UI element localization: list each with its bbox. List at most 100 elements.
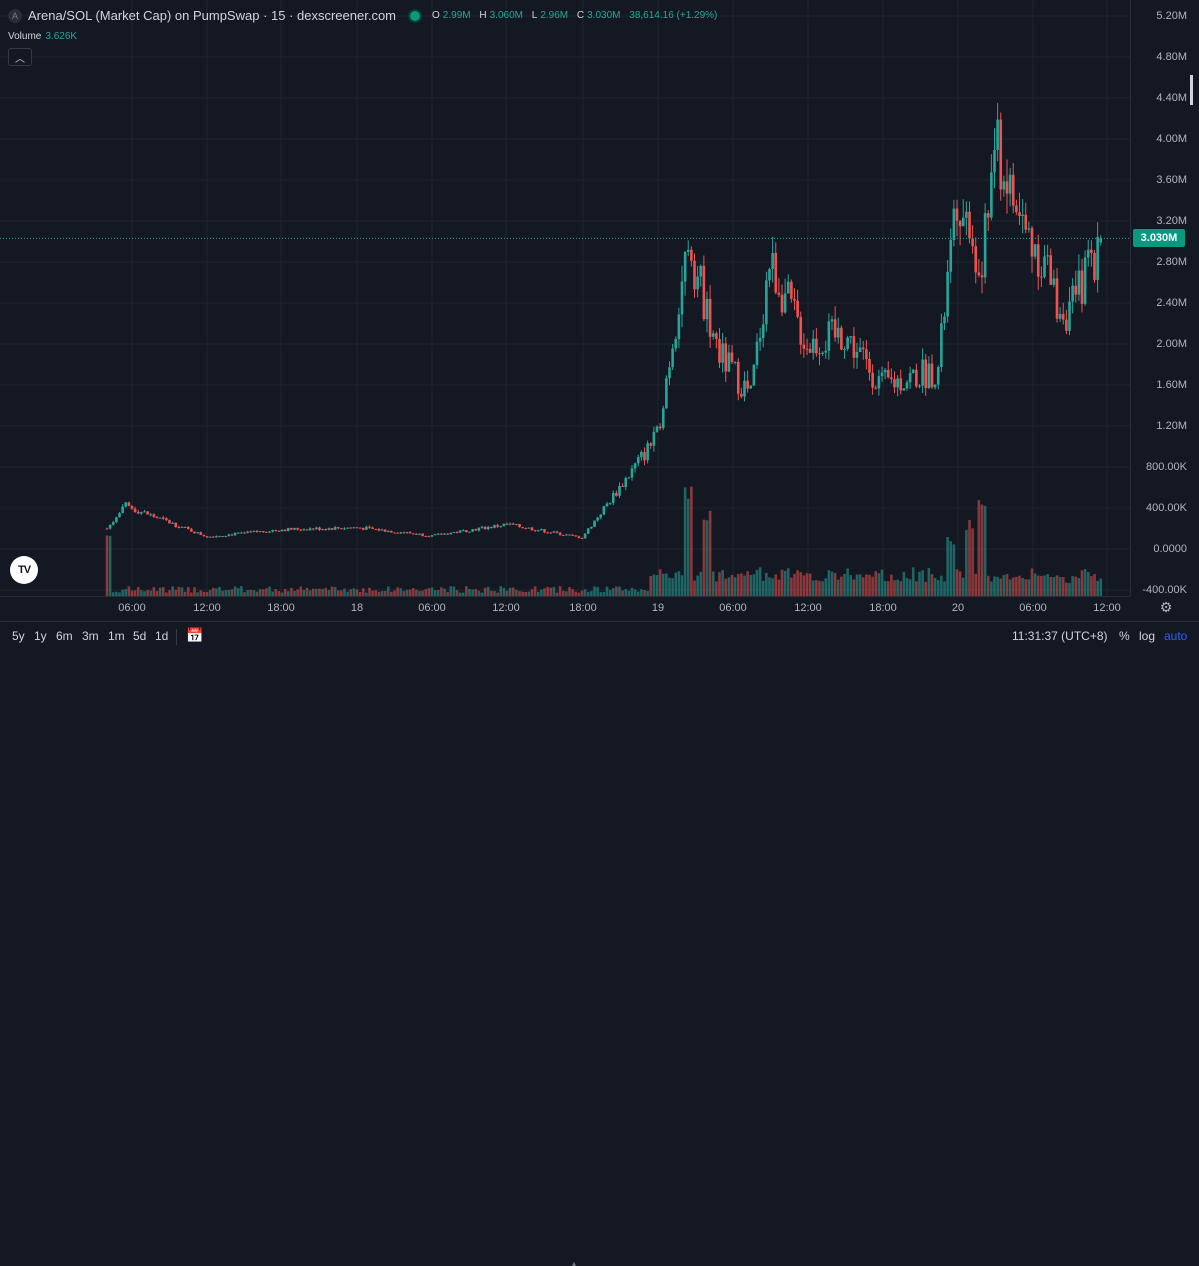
volume-bar (183, 591, 187, 596)
volume-bar (990, 581, 993, 596)
candle-body (668, 367, 671, 379)
candle-body (221, 536, 224, 538)
candle-body (558, 532, 562, 535)
candle-body (261, 531, 265, 533)
volume-bar (699, 571, 703, 596)
volume-bar (243, 592, 246, 596)
candle-body (290, 527, 293, 530)
candle-body (283, 529, 287, 531)
candle-body (740, 393, 743, 397)
volume-bar (952, 544, 956, 596)
candle-body (911, 369, 915, 374)
chart-pane[interactable] (0, 0, 1130, 596)
candle-body (855, 351, 859, 358)
candle-body (1090, 249, 1093, 254)
range-button-5d[interactable]: 5d (133, 629, 147, 643)
volume-bar (846, 568, 849, 596)
price-tick-label: 1.20M (1156, 420, 1187, 432)
volume-bar (458, 592, 462, 596)
range-button-1m[interactable]: 1m (108, 629, 125, 643)
candle-body (830, 319, 834, 322)
volume-bar (258, 589, 262, 596)
candle-body (499, 526, 503, 528)
time-tick-label: 06:00 (1019, 602, 1047, 614)
candle-body (358, 527, 362, 529)
volume-bar (515, 589, 518, 596)
volume-bar (1086, 572, 1090, 596)
volume-bar (621, 590, 624, 596)
candle-body (693, 260, 696, 290)
volume-bar (852, 579, 856, 596)
volume-bar (290, 587, 293, 596)
volume-bar (536, 591, 540, 596)
candle-body (508, 523, 512, 525)
candle-body (299, 529, 303, 531)
volume-bar (280, 592, 284, 596)
candle-body (971, 238, 974, 247)
volume-bar (799, 572, 803, 596)
tradingview-logo-icon[interactable]: TV (10, 556, 38, 584)
clock[interactable]: 11:31:37 (UTC+8) (1012, 629, 1108, 643)
calendar-icon[interactable]: 📅 (186, 627, 204, 643)
candle-body (227, 534, 231, 537)
candle-body (486, 526, 490, 530)
range-button-6m[interactable]: 6m (56, 629, 73, 643)
volume-bar (1080, 570, 1084, 596)
volume-bar (1074, 576, 1078, 596)
candle-body (858, 347, 862, 352)
volume-bar (833, 573, 837, 596)
volume-bar (730, 574, 734, 596)
candle-body (746, 380, 749, 389)
candle-body (255, 531, 259, 533)
candle-body (836, 327, 840, 338)
volume-bar (249, 589, 253, 596)
candle-body (890, 377, 893, 380)
candlestick-chart[interactable] (0, 0, 1130, 596)
candle-body (183, 526, 187, 528)
price-axis[interactable]: 5.20M 4.80M 4.40M 4.00M 3.60M 3.20M 2.80M 2.40M… (1130, 0, 1199, 596)
volume-bar (955, 569, 959, 596)
candle-body (949, 239, 953, 272)
volume-bar (671, 578, 674, 596)
candle-body (652, 431, 656, 446)
candle-body (130, 505, 134, 509)
range-button-3m[interactable]: 3m (82, 629, 99, 643)
candle-body (280, 529, 284, 532)
volume-bar (765, 572, 768, 596)
collapse-legend-button[interactable]: ︿ (8, 48, 32, 66)
candle-body (686, 249, 690, 252)
log-scale-button[interactable]: log (1139, 629, 1156, 643)
volume-bar (740, 573, 743, 596)
volume-bar (1090, 576, 1093, 596)
price-scale-handle[interactable] (1190, 75, 1193, 105)
range-button-5y[interactable]: 5y (12, 629, 25, 643)
volume-bar (1077, 578, 1081, 596)
candle-body (465, 530, 468, 533)
volume-bar (1024, 579, 1028, 596)
time-axis[interactable]: 06:00 12:00 18:00 18 06:00 12:00 18:00 19 06:00 1… (0, 596, 1130, 619)
volume-bar (1093, 574, 1096, 596)
volume-bar (1040, 575, 1043, 596)
range-button-1d[interactable]: 1d (155, 629, 169, 643)
volume-bar (180, 587, 184, 596)
chart-title[interactable]: Arena/SOL (Market Cap) on PumpSwap · 15 … (28, 8, 397, 23)
candle-body (586, 528, 590, 534)
candle-body (386, 530, 390, 532)
candle-body (755, 341, 759, 365)
volume-bar (568, 587, 571, 596)
candle-body (846, 337, 849, 349)
volume-bar (358, 592, 362, 596)
percent-scale-button[interactable]: % (1119, 629, 1130, 643)
candle-body (608, 502, 612, 504)
candle-body (533, 530, 537, 532)
candle-body (568, 534, 571, 536)
price-tick-label: -400.00K (1142, 584, 1187, 596)
candle-body (111, 522, 115, 525)
candle-body (190, 528, 193, 532)
gear-icon[interactable]: ⚙ (1159, 599, 1173, 615)
auto-scale-button[interactable]: auto (1164, 629, 1188, 643)
volume-bar (436, 589, 440, 596)
candle-body (936, 367, 940, 385)
candle-body (333, 527, 337, 530)
range-button-1y[interactable]: 1y (34, 629, 47, 643)
